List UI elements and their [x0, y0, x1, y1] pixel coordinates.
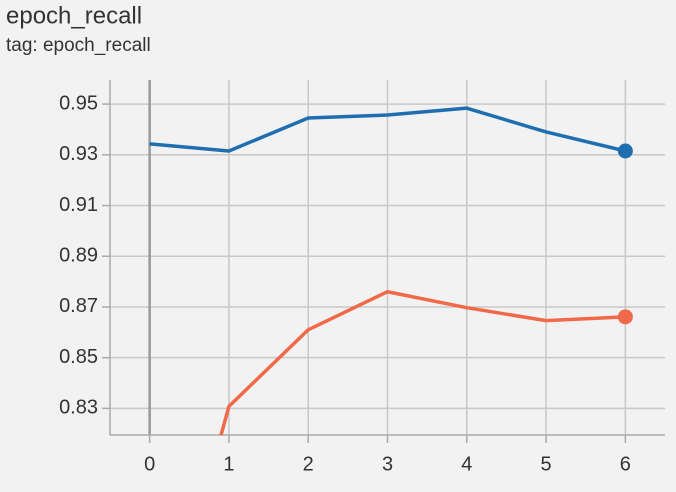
y-tick-label: 0.93	[59, 143, 98, 165]
y-tick-label: 0.91	[59, 194, 98, 216]
series-line	[219, 289, 626, 435]
x-tick-label: 2	[303, 453, 314, 475]
end-point	[617, 143, 633, 159]
y-tick-label: 0.85	[59, 346, 98, 368]
x-tick-label: 6	[620, 453, 631, 475]
end-point	[617, 309, 633, 325]
chart-subtitle: tag: epoch_recall	[6, 35, 151, 56]
x-tick-label: 3	[382, 453, 393, 475]
x-tick-label: 5	[541, 453, 552, 475]
x-tick-label: 4	[461, 453, 472, 475]
grid: 0.83 0.85 0.87 0.89 0.91 0.93 0.95 0 1 2 3 4 5 6	[59, 80, 665, 475]
chart-title: epoch_recall	[6, 2, 142, 29]
y-tick-label: 0.95	[59, 92, 98, 114]
series-line	[149, 106, 626, 153]
x-tick-label: 0	[144, 453, 155, 475]
y-tick-label: 0.89	[59, 245, 98, 267]
y-tick-label: 0.87	[59, 295, 98, 317]
x-tick-label: 1	[223, 453, 234, 475]
y-tick-label: 0.83	[59, 397, 98, 419]
plot-area	[149, 106, 633, 435]
